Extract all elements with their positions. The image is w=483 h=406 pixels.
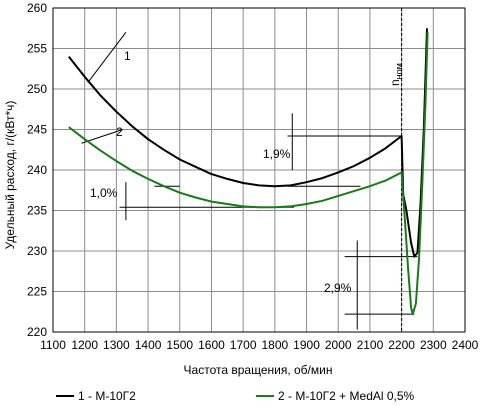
- y-tick-label: 225: [27, 285, 47, 299]
- x-tick-label: 1100: [40, 338, 66, 352]
- series-layer: [68, 28, 429, 316]
- n-nom-label: nном: [388, 63, 404, 86]
- x-tick-label: 1700: [230, 338, 257, 352]
- x-tick-label: 1900: [293, 338, 320, 352]
- y-tick-label: 250: [27, 82, 47, 96]
- x-tick-label: 1600: [198, 338, 225, 352]
- series-line-2: [68, 32, 429, 316]
- y-tick-label: 235: [27, 204, 47, 218]
- y-tick-label: 240: [27, 163, 47, 177]
- x-tick-label: 2000: [325, 338, 352, 352]
- x-tick-label: 1500: [166, 338, 193, 352]
- y-tick-label: 220: [27, 325, 47, 339]
- curve-label-1: 1: [124, 49, 131, 63]
- y-tick-label: 255: [27, 42, 47, 56]
- x-tick-label: 2200: [388, 338, 415, 352]
- x-tick-label: 2100: [357, 338, 384, 352]
- x-tick-label: 1400: [135, 338, 162, 352]
- curve-label-2: 2: [116, 125, 123, 139]
- plot-frame: [52, 7, 466, 333]
- x-tick-label: 1200: [71, 338, 98, 352]
- legend-label-series-2: 2 - М-10Г2 + MedAl 0,5%: [278, 389, 415, 403]
- x-axis-title: Частота вращения, об/мин: [184, 363, 333, 377]
- series-line-1: [68, 28, 428, 258]
- legend-label-series-1: 1 - М-10Г2: [78, 389, 136, 403]
- annotation-1-0-percent: 1,0%: [90, 186, 118, 200]
- x-tick-label: 1800: [261, 338, 288, 352]
- x-tick-label: 1300: [103, 338, 130, 352]
- y-tick-label: 260: [27, 1, 47, 15]
- y-tick-label: 230: [27, 244, 47, 258]
- annotation-2-9-percent: 2,9%: [324, 281, 352, 295]
- legend: 1 - М-10Г2 2 - М-10Г2 + MedAl 0,5%: [56, 389, 415, 403]
- curve-1-leader: [87, 31, 127, 83]
- tick-labels: 1100 1200 1300 1400 1500 1600 1700 1800 1900 2000…: [27, 1, 479, 352]
- y-axis-title: Удельный расход, г/(кВт*ч): [3, 101, 17, 250]
- annotation-1-9-percent: 1,9%: [263, 147, 291, 161]
- y-tick-label: 245: [27, 123, 47, 137]
- x-tick-label: 2300: [420, 338, 447, 352]
- x-tick-label: 2400: [452, 338, 479, 352]
